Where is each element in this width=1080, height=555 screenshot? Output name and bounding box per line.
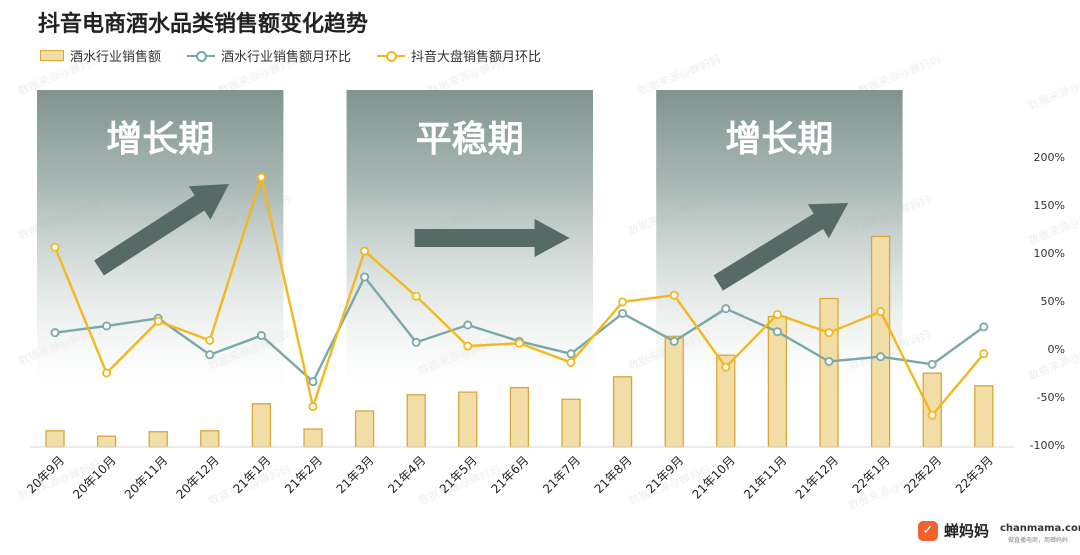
bar bbox=[974, 385, 994, 448]
legend-platform-swatch bbox=[377, 50, 406, 62]
industry-point bbox=[721, 304, 731, 314]
industry-point bbox=[979, 322, 989, 332]
x-tick-label: 21年8月 bbox=[592, 453, 635, 496]
legend-industry-swatch bbox=[187, 50, 216, 62]
platform-point bbox=[669, 290, 679, 300]
y-tick-label: 100% bbox=[1034, 247, 1065, 260]
platform-point bbox=[102, 368, 112, 378]
industry-point bbox=[824, 356, 834, 366]
brand-site: chanmama.com 做直播电商，用蝉妈妈 bbox=[1000, 523, 1080, 544]
platform-point bbox=[618, 297, 628, 307]
industry-point bbox=[618, 308, 628, 318]
bar bbox=[406, 394, 426, 448]
industry-point bbox=[308, 377, 318, 387]
bar bbox=[45, 430, 65, 448]
industry-point bbox=[256, 331, 266, 341]
y-tick-label: -100% bbox=[1030, 439, 1065, 452]
industry-point bbox=[463, 320, 473, 330]
x-tick-label: 21年12月 bbox=[793, 453, 841, 501]
y-tick-label: 200% bbox=[1034, 151, 1065, 164]
x-tick-label: 21年7月 bbox=[540, 453, 583, 496]
x-tick-label: 20年11月 bbox=[122, 453, 170, 501]
platform-point bbox=[308, 402, 318, 412]
platform-point bbox=[721, 362, 731, 372]
platform-point bbox=[772, 309, 782, 319]
platform-point bbox=[256, 172, 266, 182]
y-tick-label: 150% bbox=[1034, 199, 1065, 212]
legend-industry-label: 酒水行业销售额月环比 bbox=[221, 50, 352, 65]
brand-logo: ✓ 蝉妈妈 bbox=[918, 520, 989, 541]
platform-point bbox=[824, 328, 834, 338]
phase-label: 增长期 bbox=[106, 119, 214, 160]
bar bbox=[251, 403, 272, 448]
bar bbox=[509, 386, 530, 448]
bar bbox=[612, 376, 633, 448]
platform-point bbox=[360, 246, 370, 256]
bar bbox=[922, 372, 942, 448]
platform-point bbox=[566, 357, 576, 367]
platform-point bbox=[205, 335, 215, 345]
industry-point bbox=[566, 349, 576, 359]
industry-point bbox=[927, 359, 937, 369]
platform-point bbox=[153, 316, 163, 326]
bar bbox=[819, 297, 839, 448]
industry-point bbox=[772, 327, 782, 337]
x-tick-label: 22年3月 bbox=[953, 453, 996, 496]
y-tick-label: -50% bbox=[1037, 391, 1065, 404]
industry-point bbox=[669, 336, 679, 346]
legend: 酒水行业销售额 酒水行业销售额月环比 抖音大盘销售额月环比 bbox=[40, 46, 567, 65]
platform-point bbox=[514, 338, 524, 348]
bar bbox=[870, 235, 891, 448]
y-tick-label: 50% bbox=[1041, 295, 1065, 308]
brand-url: chanmama.com bbox=[1000, 523, 1080, 534]
bar bbox=[200, 430, 220, 448]
phase-label: 平稳期 bbox=[416, 119, 524, 160]
arrow-right-icon bbox=[414, 219, 570, 257]
industry-point bbox=[102, 321, 112, 331]
legend-item-platform: 抖音大盘销售额月环比 bbox=[377, 46, 541, 65]
industry-point bbox=[360, 272, 370, 282]
brand-name: 蝉妈妈 bbox=[944, 522, 990, 540]
bar bbox=[561, 398, 581, 448]
y-tick-label: 0% bbox=[1048, 343, 1065, 356]
x-tick-label: 21年11月 bbox=[741, 453, 789, 501]
legend-bar-swatch bbox=[40, 50, 64, 61]
cicada-logo-icon: ✓ bbox=[918, 520, 938, 541]
platform-point bbox=[979, 349, 989, 359]
phase-panel bbox=[37, 90, 284, 410]
phase-panel bbox=[346, 90, 593, 410]
phase-label: 增长期 bbox=[725, 119, 833, 160]
legend-bar-label: 酒水行业销售额 bbox=[70, 50, 162, 65]
bar bbox=[354, 410, 375, 448]
platform-point bbox=[411, 291, 421, 301]
x-tick-label: 22年2月 bbox=[901, 453, 944, 496]
arrow-up-right-icon bbox=[713, 203, 849, 291]
bar bbox=[148, 431, 168, 448]
x-tick-label: 21年4月 bbox=[385, 453, 428, 496]
industry-point bbox=[50, 328, 60, 338]
watermark-text: 数据来源@蝉妈妈 bbox=[1026, 67, 1080, 113]
platform-point bbox=[50, 242, 60, 252]
platform-point bbox=[927, 410, 937, 420]
arrow-up-right-icon bbox=[94, 184, 229, 276]
legend-item-bar: 酒水行业销售额 bbox=[40, 46, 161, 65]
bar bbox=[96, 435, 117, 448]
x-tick-label: 21年3月 bbox=[334, 453, 377, 496]
platform-point bbox=[463, 341, 473, 351]
chart-title: 抖音电商酒水品类销售额变化趋势 bbox=[38, 12, 369, 37]
industry-point bbox=[411, 337, 421, 347]
brand-slogan: 做直播电商，用蝉妈妈 bbox=[1007, 537, 1068, 544]
industry-point bbox=[205, 350, 215, 360]
platform-point bbox=[876, 307, 886, 317]
bar bbox=[458, 391, 478, 448]
bar bbox=[664, 335, 684, 448]
legend-item-industry: 酒水行业销售额月环比 bbox=[187, 46, 351, 65]
bar bbox=[303, 428, 323, 448]
legend-platform-label: 抖音大盘销售额月环比 bbox=[411, 50, 542, 65]
industry-point bbox=[876, 352, 886, 362]
